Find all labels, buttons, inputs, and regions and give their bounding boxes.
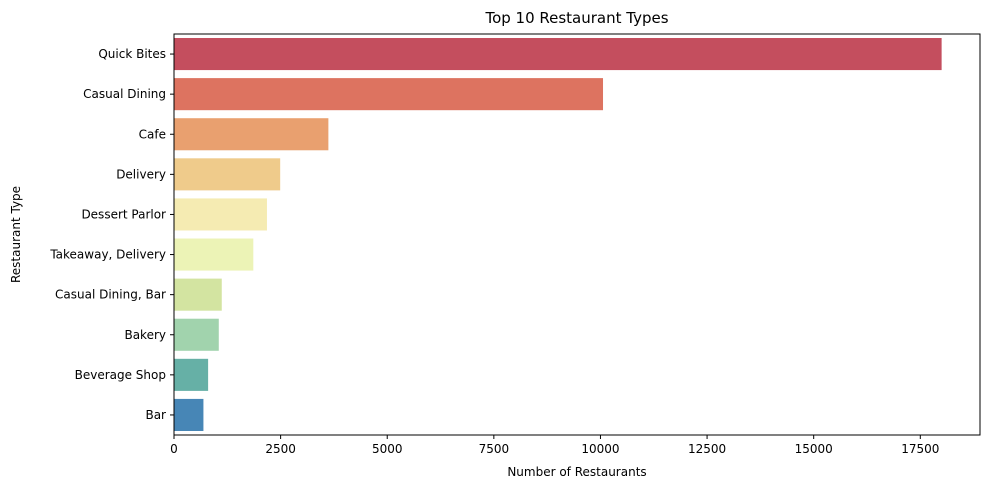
bar: [174, 398, 204, 431]
x-axis-label: Number of Restaurants: [507, 465, 646, 479]
y-tick-label: Casual Dining: [83, 87, 166, 101]
y-tick-label: Takeaway, Delivery: [49, 248, 166, 262]
y-tick-label: Bakery: [124, 328, 166, 342]
chart-title: Top 10 Restaurant Types: [484, 9, 668, 27]
x-tick-label: 10000: [581, 442, 619, 456]
y-tick-label: Beverage Shop: [75, 368, 166, 382]
x-tick-label: 0: [170, 442, 178, 456]
bar: [174, 198, 267, 231]
y-tick-label: Delivery: [116, 167, 166, 181]
bars-group: [174, 38, 942, 431]
y-tick-label: Cafe: [139, 127, 166, 141]
y-tick-label: Dessert Parlor: [81, 207, 166, 221]
x-tick-label: 17500: [901, 442, 939, 456]
bar: [174, 158, 281, 191]
y-tick-label: Bar: [145, 408, 166, 422]
x-tick-label: 7500: [479, 442, 510, 456]
bar: [174, 238, 254, 271]
x-tick-label: 12500: [688, 442, 726, 456]
x-tick-label: 2500: [265, 442, 296, 456]
bar: [174, 78, 604, 111]
bar: [174, 118, 329, 151]
y-tick-label: Quick Bites: [98, 47, 166, 61]
bar: [174, 38, 942, 71]
plot-frame: [173, 33, 981, 436]
x-ticks-group: 0 2500 5000 7500 10000 12500 15000 17500: [170, 435, 939, 456]
x-tick-label: 15000: [795, 442, 833, 456]
x-tick-label: 5000: [372, 442, 403, 456]
bar: [174, 318, 219, 351]
bar: [174, 278, 222, 311]
y-ticks-group: Quick Bites Casual Dining Cafe Delivery Dess…: [49, 47, 174, 422]
y-axis-label: Restaurant Type: [9, 186, 23, 283]
y-tick-label: Casual Dining, Bar: [55, 288, 166, 302]
bar: [174, 358, 209, 391]
